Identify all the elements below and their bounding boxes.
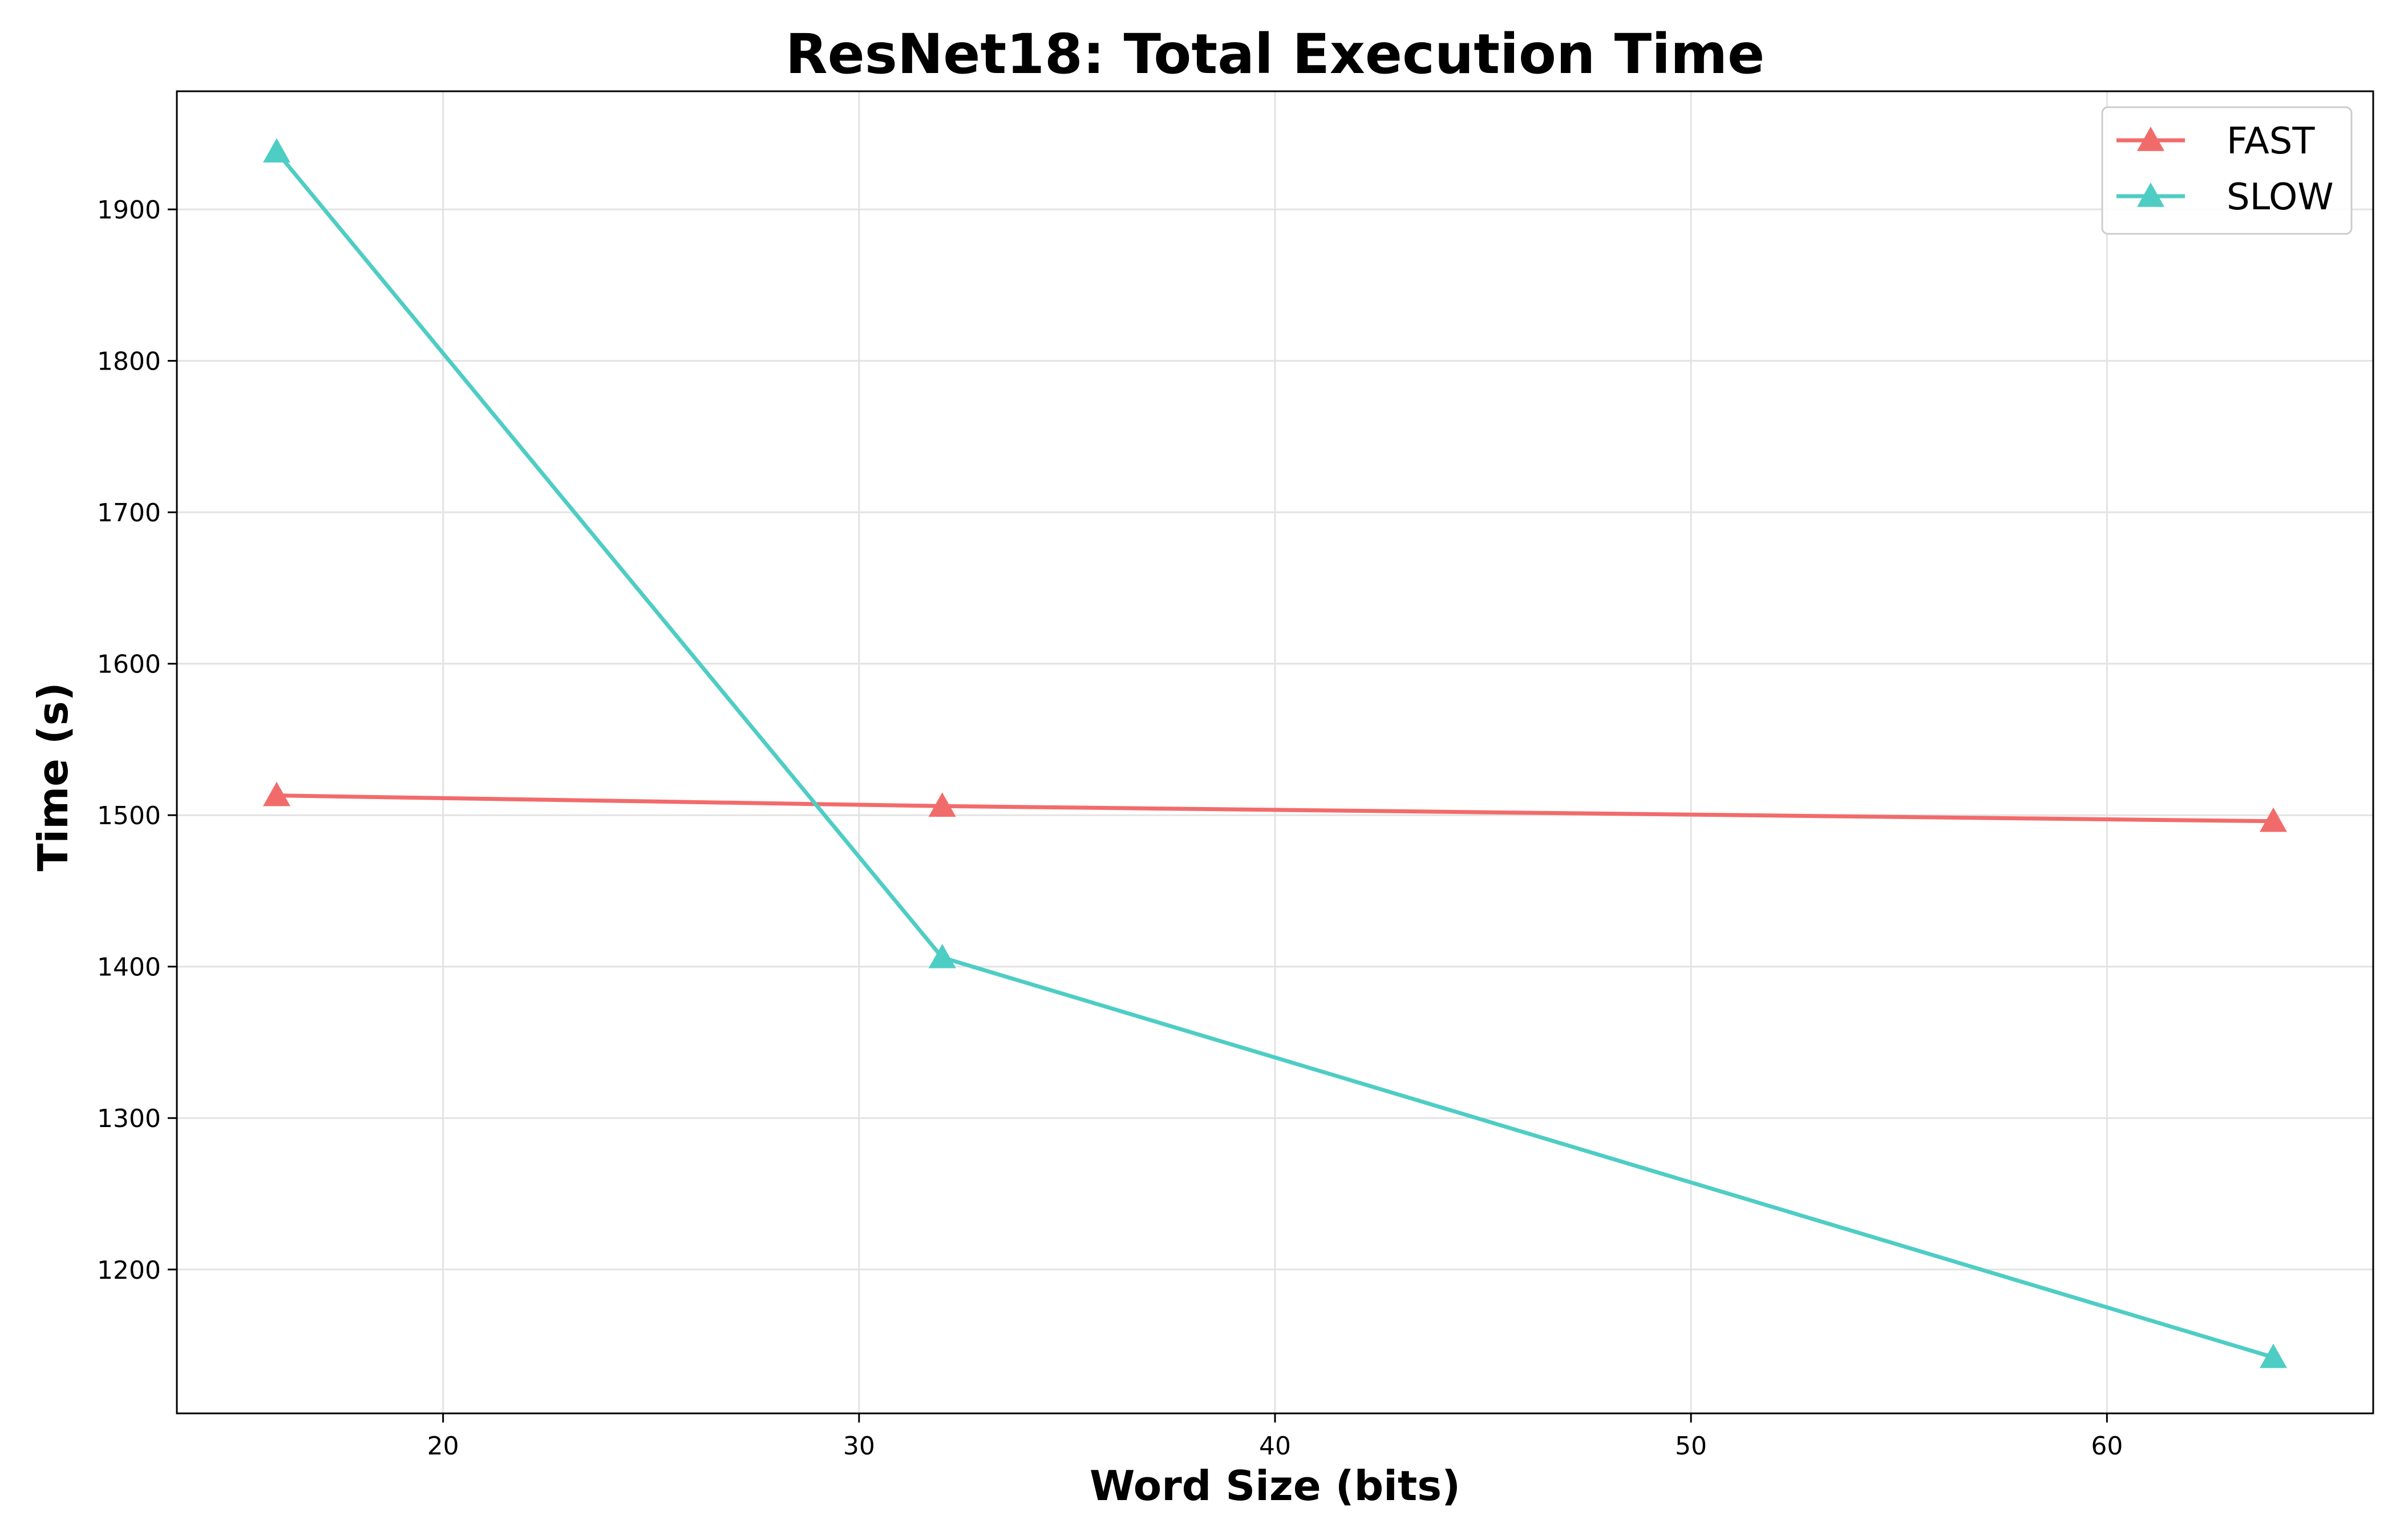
legend-marker-fast	[2137, 127, 2164, 151]
data-point-slow	[2260, 1343, 2287, 1368]
y-axis-label: Time (s)	[29, 682, 77, 871]
data-point-slow	[263, 138, 290, 163]
x-tick-label: 40	[1259, 1432, 1291, 1461]
y-tick-label: 1500	[97, 801, 161, 830]
x-tick-label: 60	[2091, 1432, 2123, 1461]
legend-label-slow: SLOW	[2227, 176, 2334, 218]
legend: FAST SLOW	[2101, 106, 2353, 235]
chart-title: ResNet18: Total Execution Time	[786, 22, 1765, 86]
data-point-slow	[928, 943, 956, 968]
y-tick-label: 1600	[97, 650, 161, 679]
axis-ticks: 20 30 40 50 60 1200 1300 1400 1500 1600 1700 1800 19…	[97, 196, 2123, 1461]
y-tick-label: 1700	[97, 499, 161, 528]
y-tick-label: 1800	[97, 347, 161, 376]
y-tick-label: 1300	[97, 1104, 161, 1133]
data-point-fast	[263, 781, 290, 807]
series-fast	[263, 781, 2287, 832]
legend-marker-slow	[2137, 183, 2164, 207]
grid	[177, 91, 2373, 1413]
x-tick-label: 20	[427, 1432, 459, 1461]
legend-item-slow: SLOW	[2116, 176, 2334, 218]
series-layer	[263, 138, 2287, 1368]
x-tick-label: 50	[1675, 1432, 1707, 1461]
x-tick-label: 30	[843, 1432, 875, 1461]
data-point-fast	[2260, 807, 2287, 832]
y-tick-label: 1400	[97, 953, 161, 982]
series-slow	[263, 138, 2287, 1368]
legend-item-fast: FAST	[2116, 120, 2315, 163]
y-tick-label: 1200	[97, 1256, 161, 1285]
y-tick-label: 1900	[97, 196, 161, 225]
legend-label-fast: FAST	[2227, 120, 2315, 163]
x-axis-label: Word Size (bits)	[1090, 1462, 1460, 1510]
data-point-fast	[928, 792, 956, 817]
